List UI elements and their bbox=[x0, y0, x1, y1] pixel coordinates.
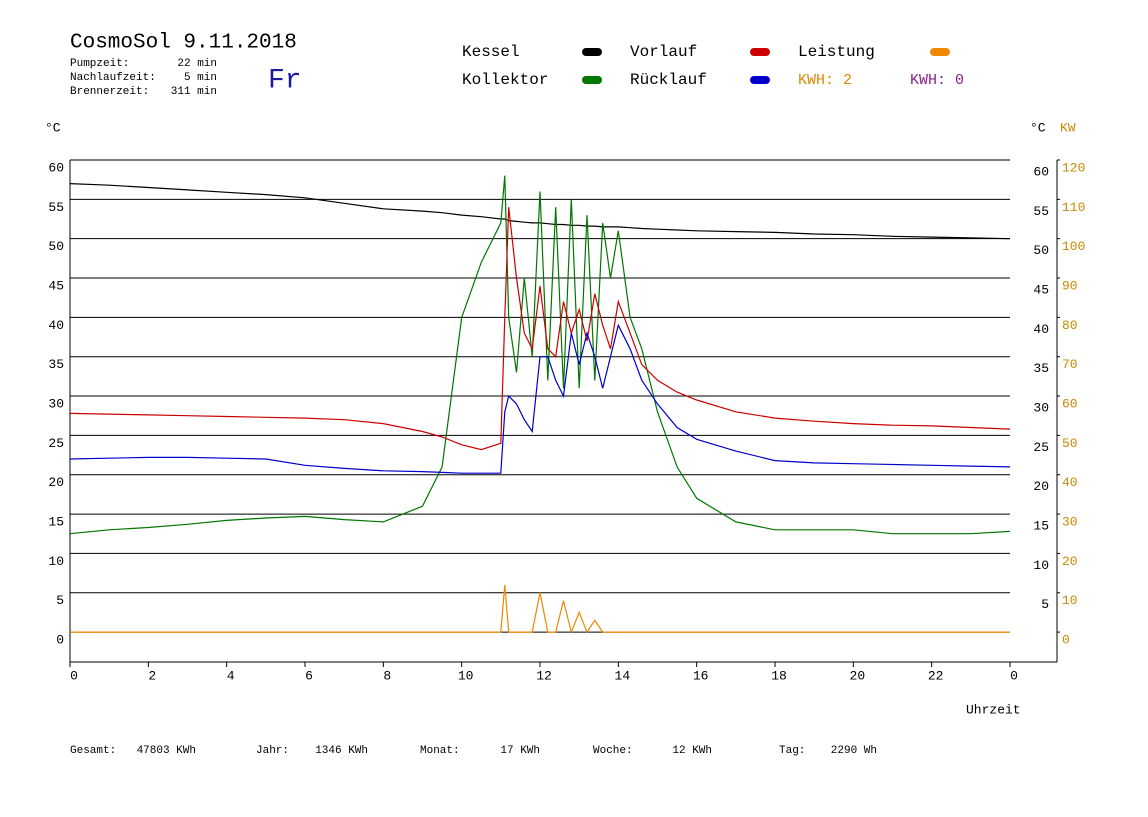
y-tick-label: 0 bbox=[56, 633, 64, 648]
total-label: Jahr: bbox=[256, 745, 289, 757]
x-tick-label: 4 bbox=[227, 668, 235, 683]
x-tick-label: 6 bbox=[305, 668, 313, 683]
y2-tick-label: 50 bbox=[1062, 436, 1078, 451]
y-tick-label: 25 bbox=[48, 436, 64, 451]
info-label: Brennerzeit: bbox=[70, 86, 149, 98]
y2-tick-label: 100 bbox=[1062, 239, 1085, 254]
x-tick-label: 14 bbox=[615, 668, 631, 683]
legend-swatch bbox=[750, 48, 770, 56]
y2-tick-label: 40 bbox=[1062, 475, 1078, 490]
total-value: 12 KWh bbox=[672, 745, 712, 757]
legend-swatch bbox=[750, 76, 770, 84]
y2-tick-label: 35 bbox=[1033, 361, 1049, 376]
day: Fr bbox=[268, 65, 302, 96]
y2-tick-label: 45 bbox=[1033, 282, 1049, 297]
y-tick-label: 10 bbox=[48, 554, 64, 569]
kwh-label: KWH: 2 bbox=[798, 72, 852, 89]
info-label: Pumpzeit: bbox=[70, 58, 129, 70]
series-line bbox=[69, 183, 1011, 240]
total-value: 2290 Wh bbox=[831, 745, 877, 757]
series-line bbox=[69, 323, 1011, 474]
x-tick-label: 8 bbox=[383, 668, 391, 683]
y2-tick-label: 10 bbox=[1033, 558, 1049, 573]
y-tick-label: 45 bbox=[48, 278, 64, 293]
legend-swatch bbox=[930, 48, 950, 56]
y-tick-label: 15 bbox=[48, 515, 64, 530]
legend-swatch bbox=[582, 76, 602, 84]
y2-unit: KW bbox=[1060, 120, 1076, 135]
x-tick-label: 12 bbox=[536, 668, 552, 683]
info-value: 22 min bbox=[177, 58, 217, 70]
y-tick-label: 50 bbox=[48, 239, 64, 254]
y2-tick-label: 70 bbox=[1062, 357, 1078, 372]
y2-tick-label: 90 bbox=[1062, 278, 1078, 293]
y2-tick-label: 40 bbox=[1033, 322, 1049, 337]
x-tick-label: 16 bbox=[693, 668, 709, 683]
y2-tick-label: 5 bbox=[1041, 597, 1049, 612]
legend-label: Kessel bbox=[462, 43, 520, 61]
total-label: Gesamt: bbox=[70, 745, 116, 757]
y-tick-label: 55 bbox=[48, 200, 64, 215]
y2-tick-label: 20 bbox=[1033, 479, 1049, 494]
total-value: 47803 KWh bbox=[137, 745, 196, 757]
y2-tick-label: 55 bbox=[1033, 204, 1049, 219]
y2-tick-label: 60 bbox=[1062, 396, 1078, 411]
y-tick-label: 40 bbox=[48, 318, 64, 333]
y2-tick-label: 30 bbox=[1062, 515, 1078, 530]
info-value: 311 min bbox=[171, 86, 217, 98]
total-label: Woche: bbox=[593, 745, 633, 757]
x-tick-label: 20 bbox=[850, 668, 866, 683]
series-line bbox=[69, 175, 1011, 535]
y2-tick-label: 60 bbox=[1033, 164, 1049, 179]
chart-title: CosmoSol 9.11.2018 bbox=[70, 32, 297, 55]
y-tick-label: 5 bbox=[56, 593, 64, 608]
kwh-label: KWH: 0 bbox=[910, 72, 964, 89]
x-tick-label: 0 bbox=[70, 668, 78, 683]
info-value: 5 min bbox=[184, 72, 217, 84]
legend-label: Leistung bbox=[798, 43, 875, 61]
x-tick-label: 2 bbox=[148, 668, 156, 683]
x-axis-label: Uhrzeit bbox=[966, 702, 1021, 717]
legend-swatch bbox=[582, 48, 602, 56]
x-tick-label: 0 bbox=[1010, 668, 1018, 683]
y-tick-label: 20 bbox=[48, 475, 64, 490]
y2-tick-label: 0 bbox=[1062, 633, 1070, 648]
series-line bbox=[69, 207, 1011, 451]
y2-tick-label: 10 bbox=[1062, 593, 1078, 608]
x-tick-label: 22 bbox=[928, 668, 944, 683]
y2-tick-label: 25 bbox=[1033, 440, 1049, 455]
legend-label: Kollektor bbox=[462, 71, 548, 89]
total-value: 1346 KWh bbox=[315, 745, 368, 757]
y2-tick-label: 110 bbox=[1062, 200, 1085, 215]
info-label: Nachlaufzeit: bbox=[70, 72, 156, 84]
legend-label: Rücklauf bbox=[630, 71, 707, 89]
y2-tick-label: 15 bbox=[1033, 519, 1049, 534]
y-tick-label: 30 bbox=[48, 396, 64, 411]
legend-label: Vorlauf bbox=[630, 43, 697, 61]
y-tick-label: 35 bbox=[48, 357, 64, 372]
y2-tick-label: 80 bbox=[1062, 318, 1078, 333]
total-label: Monat: bbox=[420, 745, 460, 757]
y2-unit: °C bbox=[1030, 120, 1046, 135]
y2-tick-label: 120 bbox=[1062, 160, 1085, 175]
y2-tick-label: 50 bbox=[1033, 243, 1049, 258]
y2-tick-label: 20 bbox=[1062, 554, 1078, 569]
x-tick-label: 10 bbox=[458, 668, 474, 683]
total-value: 17 KWh bbox=[500, 745, 540, 757]
series-line bbox=[70, 584, 1010, 635]
total-label: Tag: bbox=[779, 745, 805, 757]
y2-tick-label: 30 bbox=[1033, 400, 1049, 415]
y-tick-label: 60 bbox=[48, 160, 64, 175]
x-tick-label: 18 bbox=[771, 668, 787, 683]
y-unit: °C bbox=[45, 120, 61, 135]
